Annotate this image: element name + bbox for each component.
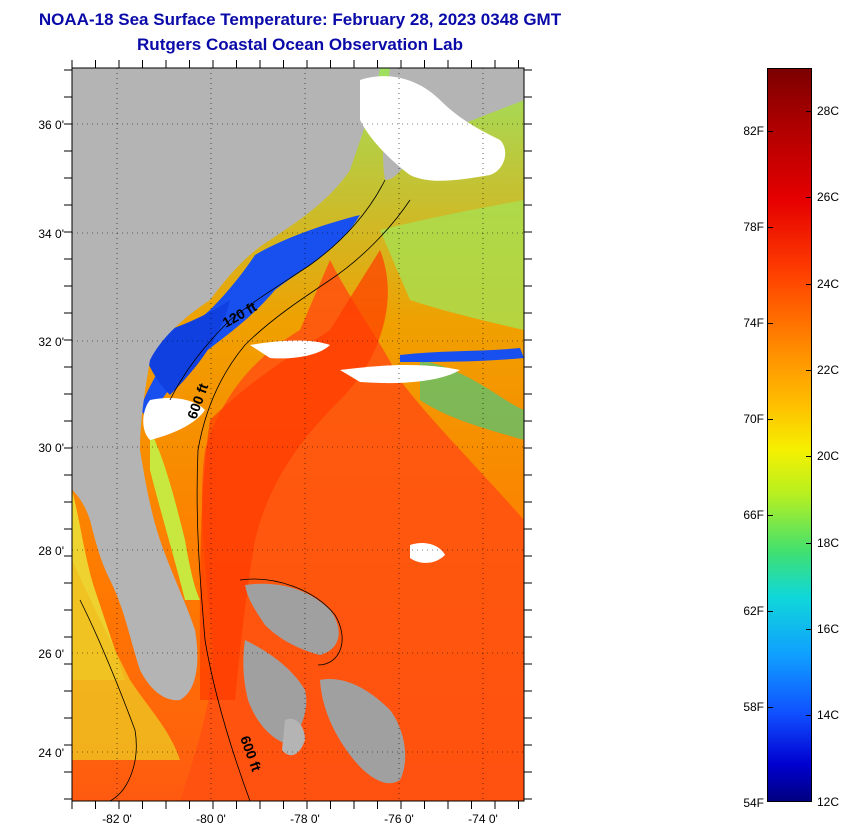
colorbar-label-c: 16C	[817, 622, 840, 636]
lat-label: 26 0'	[38, 647, 64, 661]
colorbar-label-c: 28C	[817, 104, 840, 118]
coastal-cold-water	[140, 215, 360, 420]
lat-label: 28 0'	[38, 544, 64, 558]
contour-bahamas	[239, 578, 343, 666]
colorbar-label-f: 70F	[743, 412, 764, 426]
colorbar-label-c: 26C	[817, 190, 840, 204]
colorbar-label-c: 22C	[817, 363, 840, 377]
map-frame	[71, 67, 525, 802]
lat-label: 32 0'	[38, 335, 64, 349]
lon-label: -74 0'	[468, 812, 498, 826]
lon-label: -76 0'	[384, 812, 414, 826]
colorbar-label-c: 18C	[817, 536, 840, 550]
colorbar-tick-f	[767, 227, 773, 228]
contour-gulf	[79, 599, 137, 801]
colorbar-tick-c	[806, 284, 812, 285]
colorbar-label-f: 62F	[743, 604, 764, 618]
bahamas-bank-3	[320, 679, 406, 784]
colorbar-label-f: 82F	[743, 124, 764, 138]
land-us-southeast	[72, 68, 380, 701]
lat-label: 24 0'	[38, 746, 64, 760]
cloud-streak	[400, 348, 524, 362]
lon-label: -78 0'	[290, 812, 320, 826]
cloud-patch	[410, 543, 445, 563]
cloud-patch	[360, 76, 506, 181]
lat-label: 34 0'	[38, 227, 64, 241]
map-title: NOAA-18 Sea Surface Temperature: Februar…	[38, 10, 562, 29]
coastal-cold-water-2	[140, 300, 230, 395]
contour-600ft	[196, 199, 411, 801]
colorbar-tick-f	[767, 131, 773, 132]
lat-label: 30 0'	[38, 441, 64, 455]
lat-label: 36 0'	[38, 118, 64, 132]
colorbar-tick-f	[767, 515, 773, 516]
colorbar-label-f: 74F	[743, 316, 764, 330]
colorbar-tick-c	[806, 715, 812, 716]
colorbar-label-f: 66F	[743, 508, 764, 522]
colorbar-tick-c	[806, 456, 812, 457]
colorbar-label-f: 78F	[743, 220, 764, 234]
colorbar-tick-c	[806, 370, 812, 371]
lon-label: -80 0'	[196, 812, 226, 826]
cloud-patch	[143, 398, 205, 440]
shelf-green	[150, 430, 200, 600]
colorbar-label-f: 58F	[743, 700, 764, 714]
cloud-patch	[250, 340, 330, 359]
temperature-colorbar	[767, 68, 812, 802]
colorbar-tick-f	[767, 323, 773, 324]
graticule	[72, 68, 524, 801]
colorbar-label-c: 12C	[817, 795, 840, 809]
colorbar-label-f: 54F	[743, 796, 764, 810]
gulf-of-mexico	[72, 560, 180, 760]
bahamas-bank-1	[245, 583, 339, 655]
colorbar-tick-f	[767, 419, 773, 420]
colorbar-tick-c	[806, 543, 812, 544]
cool-water-north	[380, 200, 524, 330]
lon-label: -82 0'	[102, 812, 132, 826]
colorbar-label-c: 20C	[817, 449, 840, 463]
colorbar-label-c: 24C	[817, 277, 840, 291]
cool-water-band	[420, 360, 524, 440]
bahamas-island	[282, 718, 305, 756]
colorbar-tick-c	[806, 111, 812, 112]
axis-ticks	[64, 60, 532, 809]
colorbar-tick-f	[767, 707, 773, 708]
cloud-patch	[340, 365, 460, 384]
contour-120ft	[169, 179, 386, 401]
colorbar-tick-f	[767, 611, 773, 612]
map-subtitle: Rutgers Coastal Ocean Observation Lab	[137, 35, 463, 54]
colorbar-tick-c	[806, 629, 812, 630]
colorbar-label-c: 14C	[817, 708, 840, 722]
colorbar-tick-c	[806, 197, 812, 198]
